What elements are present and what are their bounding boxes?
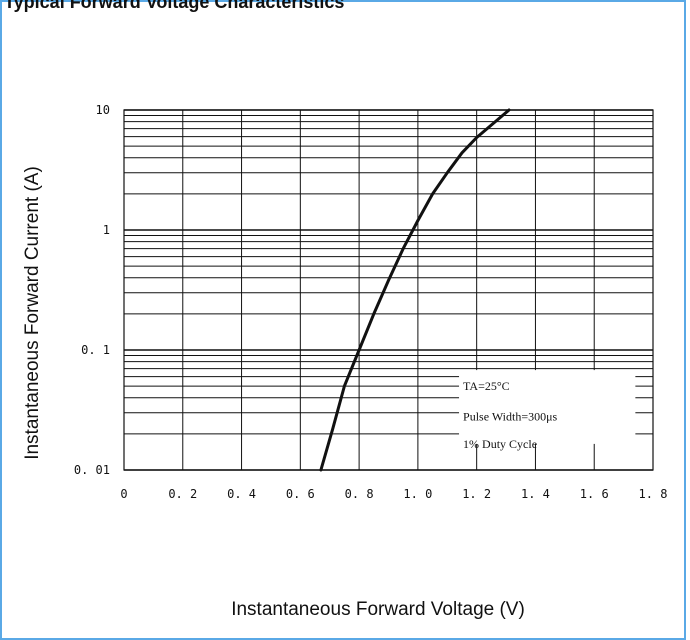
- annotation-box: [459, 370, 636, 444]
- x-tick-label: 1. 2: [462, 487, 491, 501]
- plot-border: [123, 109, 654, 471]
- y-tick-label: 0. 01: [74, 463, 110, 477]
- x-tick-label: 0. 8: [345, 487, 374, 501]
- x-tick-label: 1. 0: [403, 487, 432, 501]
- x-tick-label: 1. 8: [639, 487, 668, 501]
- page-heading: Typical Forward Voltage Characteristics: [4, 0, 345, 12]
- y-tick-label: 0. 1: [81, 343, 110, 357]
- x-tick-label: 0. 6: [286, 487, 315, 501]
- annotation-text: 1% Duty Cycle: [463, 437, 537, 451]
- x-tick-label: 0. 4: [227, 487, 256, 501]
- annotation-text: TA=25°C: [463, 379, 510, 393]
- annotation-text: Pulse Width=300μs: [463, 409, 558, 423]
- x-axis-label: Instantaneous Forward Voltage (V): [231, 599, 525, 620]
- y-tick-label: 1: [103, 223, 110, 237]
- forward-current-curve: [319, 108, 511, 472]
- x-tick-label: 1. 6: [580, 487, 609, 501]
- x-tick-label: 1. 4: [521, 487, 550, 501]
- x-tick-label: 0: [120, 487, 127, 501]
- x-tick-label: 0. 2: [168, 487, 197, 501]
- y-tick-label: 10: [96, 103, 110, 117]
